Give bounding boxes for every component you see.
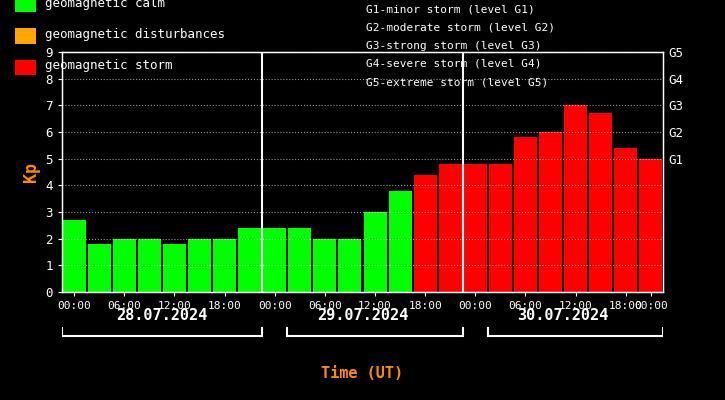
Text: geomagnetic storm: geomagnetic storm xyxy=(45,59,173,72)
Bar xyxy=(539,132,562,292)
Bar xyxy=(489,164,512,292)
Bar xyxy=(339,239,362,292)
Text: G2-moderate storm (level G2): G2-moderate storm (level G2) xyxy=(366,22,555,32)
Bar xyxy=(213,239,236,292)
Bar xyxy=(14,28,36,44)
Bar xyxy=(138,239,161,292)
Bar xyxy=(313,239,336,292)
Text: geomagnetic calm: geomagnetic calm xyxy=(45,0,165,10)
Bar xyxy=(614,148,637,292)
Bar xyxy=(414,175,436,292)
Text: G1-minor storm (level G1): G1-minor storm (level G1) xyxy=(366,4,535,14)
Bar xyxy=(113,239,136,292)
Bar xyxy=(88,244,111,292)
Bar xyxy=(238,228,261,292)
Bar xyxy=(639,159,663,292)
Text: geomagnetic disturbances: geomagnetic disturbances xyxy=(45,28,225,41)
Text: G5-extreme storm (level G5): G5-extreme storm (level G5) xyxy=(366,77,548,87)
Y-axis label: Kp: Kp xyxy=(22,162,40,182)
Bar xyxy=(188,239,211,292)
Bar xyxy=(439,164,462,292)
Bar xyxy=(62,220,86,292)
Bar xyxy=(14,0,36,12)
Bar xyxy=(163,244,186,292)
Bar xyxy=(289,228,311,292)
Bar xyxy=(14,60,36,75)
Text: 30.07.2024: 30.07.2024 xyxy=(518,308,609,323)
Text: 29.07.2024: 29.07.2024 xyxy=(317,308,408,323)
Text: G4-severe storm (level G4): G4-severe storm (level G4) xyxy=(366,59,542,69)
Bar xyxy=(389,191,412,292)
Bar xyxy=(589,113,612,292)
Bar xyxy=(514,137,537,292)
Text: G3-strong storm (level G3): G3-strong storm (level G3) xyxy=(366,40,542,50)
Bar xyxy=(564,105,587,292)
Bar xyxy=(464,164,487,292)
Bar xyxy=(363,212,386,292)
Bar xyxy=(263,228,286,292)
Text: Time (UT): Time (UT) xyxy=(321,366,404,382)
Text: 28.07.2024: 28.07.2024 xyxy=(116,308,207,323)
